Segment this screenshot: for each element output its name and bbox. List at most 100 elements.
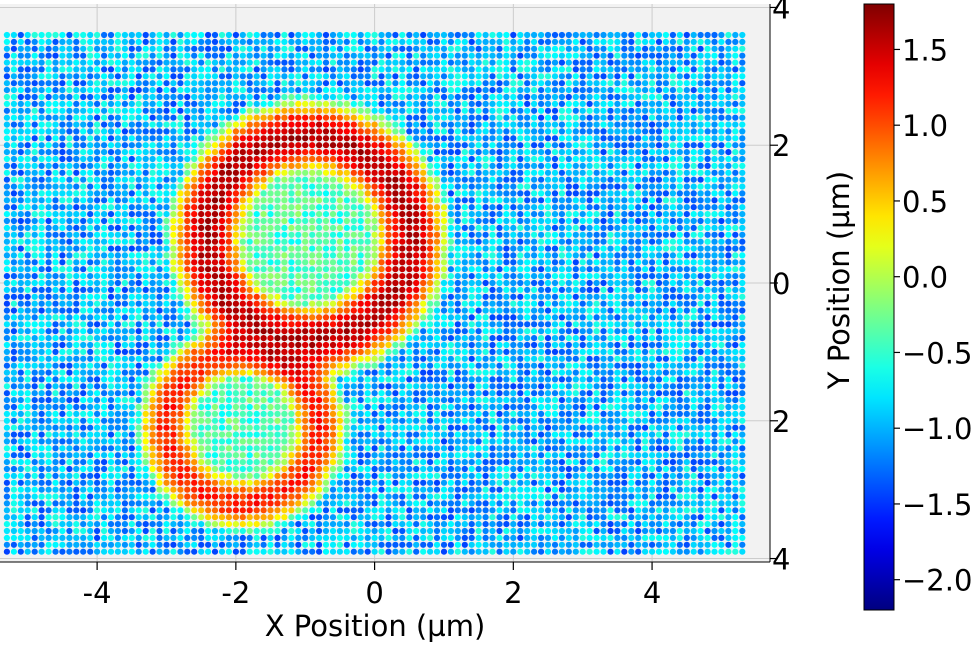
data-point (489, 356, 495, 362)
data-point (489, 287, 495, 293)
data-point (711, 507, 717, 513)
data-point (503, 466, 509, 472)
data-point (254, 363, 260, 369)
data-point (496, 438, 502, 444)
data-point (136, 349, 142, 355)
data-point (66, 259, 72, 265)
data-point (330, 404, 336, 410)
data-point (420, 280, 426, 286)
data-point (288, 294, 294, 300)
data-point (365, 528, 371, 534)
data-point (150, 308, 156, 314)
data-point (240, 342, 246, 348)
data-point (378, 425, 384, 431)
data-point (25, 549, 31, 555)
data-point (684, 466, 690, 472)
data-point (205, 535, 211, 541)
data-point (684, 445, 690, 451)
data-point (607, 459, 613, 465)
data-point (191, 349, 197, 355)
data-point (732, 383, 738, 389)
data-point (427, 542, 433, 548)
data-point (219, 383, 225, 389)
data-point (288, 252, 294, 258)
data-point (101, 294, 107, 300)
data-point (337, 487, 343, 493)
data-point (469, 308, 475, 314)
data-point (538, 542, 544, 548)
data-point (18, 252, 24, 258)
data-point (94, 445, 100, 451)
data-point (469, 383, 475, 389)
data-point (372, 432, 378, 438)
data-point (143, 232, 149, 238)
data-point (552, 452, 558, 458)
data-point (163, 349, 169, 355)
data-point (129, 507, 135, 513)
data-point (725, 321, 731, 327)
data-point (725, 521, 731, 527)
data-point (219, 500, 225, 506)
data-point (496, 383, 502, 389)
data-point (441, 335, 447, 341)
data-point (531, 328, 537, 334)
data-point (150, 473, 156, 479)
data-point (122, 425, 128, 431)
data-point (496, 521, 502, 527)
data-point (163, 287, 169, 293)
data-point (621, 383, 627, 389)
data-point (538, 500, 544, 506)
data-point (212, 328, 218, 334)
data-point (108, 273, 114, 279)
data-point (399, 308, 405, 314)
data-point (503, 535, 509, 541)
data-point (483, 246, 489, 252)
data-point (73, 287, 79, 293)
data-point (94, 301, 100, 307)
data-point (87, 452, 93, 458)
data-point (538, 521, 544, 527)
data-point (600, 500, 606, 506)
data-point (531, 356, 537, 362)
data-point (205, 252, 211, 258)
data-point (503, 363, 509, 369)
data-point (25, 383, 31, 389)
data-point (392, 466, 398, 472)
data-point (573, 549, 579, 555)
data-point (46, 500, 52, 506)
data-point (129, 252, 135, 258)
data-point (143, 549, 149, 555)
data-point (39, 383, 45, 389)
data-point (545, 252, 551, 258)
data-point (566, 507, 572, 513)
data-point (711, 273, 717, 279)
data-point (150, 363, 156, 369)
data-point (434, 342, 440, 348)
data-point (670, 273, 676, 279)
data-point (115, 308, 121, 314)
data-point (739, 487, 745, 493)
data-point (656, 521, 662, 527)
data-point (302, 404, 308, 410)
data-point (469, 425, 475, 431)
data-point (32, 494, 38, 500)
data-point (11, 239, 17, 245)
data-point (483, 473, 489, 479)
data-point (635, 280, 641, 286)
data-point (496, 246, 502, 252)
data-point (420, 370, 426, 376)
data-point (531, 425, 537, 431)
data-point (483, 335, 489, 341)
data-point (205, 246, 211, 252)
data-point (351, 542, 357, 548)
data-point (698, 328, 704, 334)
data-point (462, 376, 468, 382)
data-point (691, 404, 697, 410)
data-point (600, 487, 606, 493)
data-point (580, 514, 586, 520)
data-point (177, 452, 183, 458)
data-point (177, 418, 183, 424)
data-point (531, 397, 537, 403)
data-point (670, 246, 676, 252)
data-point (4, 383, 10, 389)
